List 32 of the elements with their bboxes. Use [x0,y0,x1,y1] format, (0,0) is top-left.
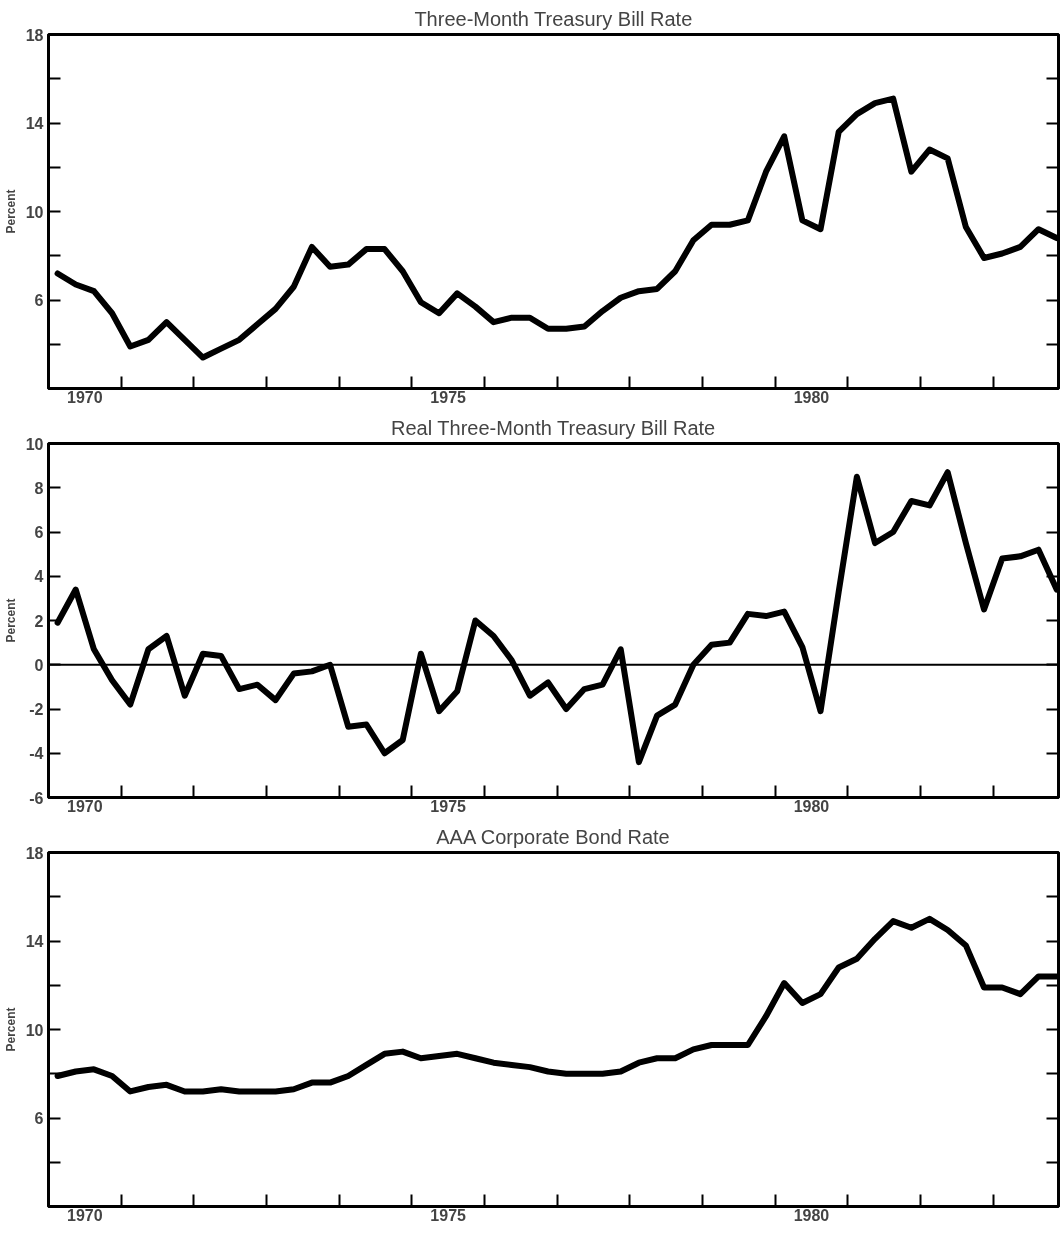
y-axis-title: Percent [3,189,18,234]
x-tick-label: 1975 [430,797,467,815]
y-tick-label: -4 [29,745,44,763]
x-tick-label: 1970 [67,388,103,406]
x-tick-label: 1980 [793,797,830,815]
chart-title: Three-Month Treasury Bill Rate [414,7,693,30]
y-tick-label: 0 [34,656,44,674]
y-tick-label: -6 [29,789,44,807]
y-axis-title: Percent [3,1007,18,1052]
chart-title: Real Three-Month Treasury Bill Rate [391,416,716,439]
y-tick-label: 2 [34,612,44,630]
y-tick-label: 18 [25,26,44,44]
y-tick-label: 14 [25,115,44,132]
y-tick-label: 4 [34,568,44,586]
y-tick-label: 14 [25,933,44,950]
y-tick-label: 6 [34,524,44,541]
y-tick-label: 10 [25,203,44,221]
x-tick-label: 1970 [67,1206,103,1224]
y-tick-label: 8 [34,479,44,497]
x-tick-label: 1970 [67,797,103,815]
chart-title: AAA Corporate Bond Rate [436,825,670,848]
y-tick-label: 18 [25,844,44,862]
y-tick-label: 10 [25,435,44,453]
y-axis-title: Percent [3,598,18,643]
x-tick-label: 1975 [430,1206,467,1224]
y-tick-label: 6 [34,292,44,309]
x-tick-label: 1975 [430,388,467,406]
x-tick-label: 1980 [793,388,830,406]
y-tick-label: -2 [29,701,44,718]
x-tick-label: 1980 [793,1206,830,1224]
y-tick-label: 6 [34,1110,44,1127]
y-tick-label: 10 [25,1021,44,1039]
